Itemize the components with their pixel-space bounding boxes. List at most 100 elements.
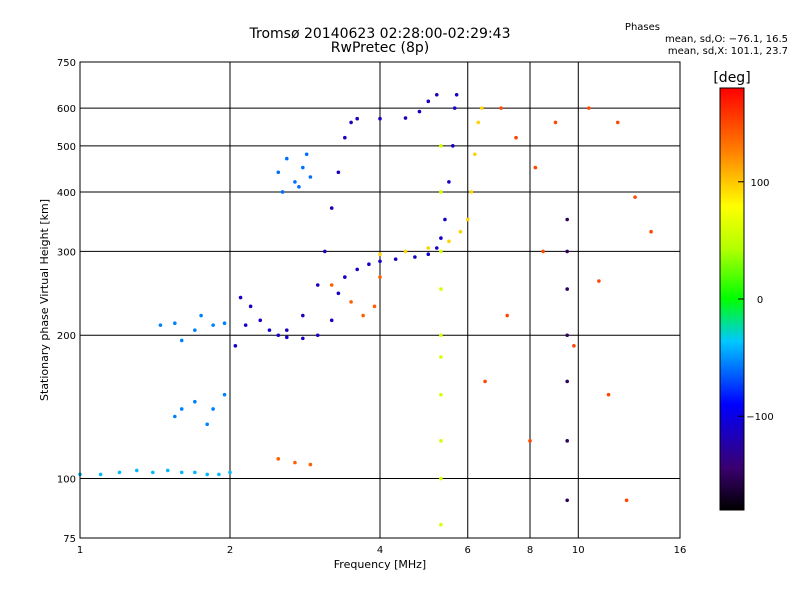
echo-point [349,300,353,304]
echo-point [258,318,263,323]
echo-point [403,249,408,254]
y-tick-label: 200 [57,331,76,342]
echo-point [199,313,203,318]
x-tick-label: 1 [77,545,83,556]
echo-point [372,304,377,309]
echo-point [572,344,576,348]
echo-point [426,252,431,256]
echo-point [615,120,620,125]
echo-point [439,287,443,291]
echo-point [238,295,243,300]
y-tick-label: 600 [57,104,76,115]
echo-point [297,185,301,189]
echo-point [439,355,443,359]
echo-point [565,249,569,254]
echo-point [403,116,408,120]
echo-point [541,249,545,254]
phases-o-mode-stats: mean, sd,O: −76.1, 16.5 [665,34,788,45]
colorbar-tick-label: 100 [750,178,769,189]
echo-point [465,217,470,222]
chart-subtitle: RwPretec (8p) [330,40,430,56]
echo-point [378,275,382,279]
echo-point [587,106,591,110]
echo-point [565,287,569,291]
echo-point [211,407,215,411]
echo-point [293,460,297,465]
echo-point [367,262,371,267]
echo-point [349,120,353,125]
x-axis-label: Frequency [MHz] [334,558,426,571]
echo-point [439,392,443,397]
plot-frame [79,61,681,539]
echo-point [293,180,297,184]
echo-point [308,462,313,467]
echo-point [276,333,281,338]
echo-point [469,190,474,194]
echo-point [565,379,569,384]
y-axis-label: Stationary phase Virtual Height [km] [38,199,51,401]
y-tick-label: 400 [57,188,76,199]
echo-point [633,195,637,199]
echo-point [514,135,518,140]
echo-point [565,217,569,222]
echo-point [315,283,320,287]
colorbar-tick-label: 0 [757,295,763,306]
echo-point [267,328,272,332]
echo-point [434,92,439,97]
echo-point [553,120,558,125]
echo-point [173,414,177,419]
echo-point [483,379,487,384]
echo-point [329,283,334,287]
echo-point [228,470,232,475]
echo-point [193,470,197,475]
echo-point [193,399,197,404]
y-tick-label: 300 [57,247,76,258]
echo-point [447,239,451,244]
x-tick-label: 4 [377,545,383,556]
echo-point [301,165,305,170]
echo-point [597,279,601,283]
echo-point [117,470,122,475]
echo-point [426,246,431,250]
phases-heading: Phases [624,22,660,33]
echo-point [280,190,285,194]
echo-point [606,392,611,397]
echo-point [211,323,215,327]
echo-point [439,249,443,254]
echo-point [248,304,253,309]
echo-point [151,470,155,475]
echo-point [217,472,221,477]
phases-x-mode-stats: mean, sd,X: 101.1, 23.7 [667,46,788,57]
echo-point [565,498,569,503]
echo-point [98,472,103,477]
echo-point [439,476,443,481]
echo-point [361,313,365,318]
y-tick-label: 100 [57,475,76,486]
echo-point [323,249,327,254]
echo-point [505,313,509,318]
echo-point [165,468,170,473]
echo-point [193,328,197,332]
echo-point [439,144,443,148]
echo-point [439,236,443,240]
echo-point [222,392,227,397]
echo-point [499,106,503,110]
echo-point [173,321,177,325]
echo-point [301,313,305,318]
echo-point [476,120,481,125]
x-tick-label: 8 [527,545,533,556]
echo-point [179,407,184,411]
echo-point [439,333,443,338]
echo-point [473,152,477,157]
echo-point [355,267,359,272]
x-tick-label: 10 [572,545,585,556]
echo-point [343,275,347,279]
echo-point [276,170,281,175]
echo-point [304,152,309,157]
echo-point [458,229,463,234]
echo-point [413,255,417,259]
echo-point [565,333,569,338]
echo-point [355,116,359,121]
echo-point [649,229,653,234]
chart-title: Tromsø 20140623 02:28:00-02:29:43 [249,26,511,42]
